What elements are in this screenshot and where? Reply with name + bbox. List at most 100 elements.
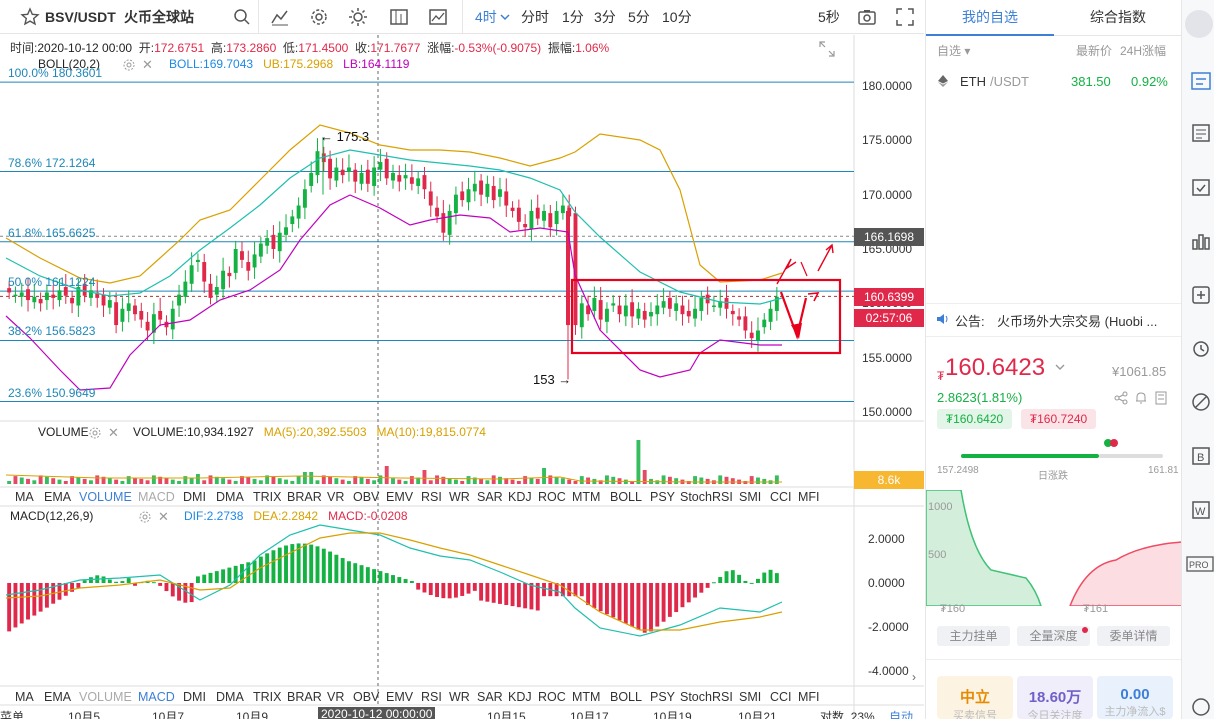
expand-more-icon[interactable] [1190, 696, 1212, 718]
indicator-tab-sar[interactable]: SAR [477, 490, 503, 504]
signal-box[interactable]: 中立 买卖信号 [937, 676, 1013, 719]
indicator-tab-roc[interactable]: ROC [538, 490, 566, 504]
expand-icon[interactable] [818, 40, 836, 58]
indicator-tab-emv[interactable]: EMV [386, 490, 414, 504]
depth-chart[interactable] [926, 490, 1182, 606]
indicator-tab-vr[interactable]: VR [327, 490, 345, 504]
volume-settings-icon[interactable] [88, 426, 102, 440]
inflow-box[interactable]: 0.00 主力净流入$ [1097, 676, 1173, 719]
indicator-tab-boll[interactable]: BOLL [610, 490, 642, 504]
depth-btn-full[interactable]: 全量深度 [1017, 626, 1090, 646]
auto-scale-toggle[interactable]: 自动 [889, 710, 914, 719]
pro-icon[interactable]: PRO [1186, 553, 1214, 575]
indicator-tab-roc[interactable]: ROC [538, 690, 566, 704]
interval-5m[interactable]: 5分 [628, 9, 650, 25]
indicator-tab-stochrsi[interactable]: StochRSI [680, 690, 733, 704]
indicator-tab-mtm[interactable]: MTM [572, 490, 601, 504]
bid-price-pill[interactable]: ₮160.6420 [937, 409, 1012, 429]
layout-icon[interactable] [389, 7, 409, 27]
interval-4h[interactable]: 4时 [475, 9, 497, 25]
indicator-tab-mfi[interactable]: MFI [798, 490, 820, 504]
menu-label-cut[interactable]: 菜单 [0, 710, 25, 719]
indicator-tab-dmi[interactable]: DMI [183, 490, 206, 504]
macd-settings-icon[interactable] [138, 510, 152, 524]
news-icon[interactable] [1190, 122, 1212, 144]
watchlist-row[interactable]: ETH /USDT 381.50 0.92% [926, 66, 1182, 96]
indicator-tab-trix[interactable]: TRIX [253, 690, 282, 704]
compass-icon[interactable] [1190, 391, 1212, 413]
depth-btn-main-orders[interactable]: 主力挂单 [937, 626, 1010, 646]
interval-1m[interactable]: 1分 [562, 9, 584, 25]
theme-icon[interactable] [348, 7, 368, 27]
indicator-tab-dmi[interactable]: DMI [183, 690, 206, 704]
indicator-tab-cci[interactable]: CCI [770, 690, 792, 704]
indicator-tab-macd[interactable]: MACD [138, 690, 175, 704]
indicator-tab-mfi[interactable]: MFI [798, 690, 820, 704]
settings-icon[interactable] [309, 7, 329, 27]
boll-settings-icon[interactable] [122, 58, 136, 72]
chart-type-icon[interactable] [428, 7, 448, 27]
indicator-tab-cci[interactable]: CCI [770, 490, 792, 504]
indicator-tab-obv[interactable]: OBV [353, 690, 380, 704]
refresh-rate[interactable]: 5秒 [818, 9, 840, 25]
interval-timeline[interactable]: 分时 [521, 9, 549, 25]
indicator-icon[interactable] [270, 7, 290, 27]
attention-box[interactable]: 18.60万 今日关注度 [1017, 676, 1093, 719]
indicator-tab-dma[interactable]: DMA [216, 490, 244, 504]
search-icon[interactable] [232, 7, 252, 27]
watchlist-filter[interactable]: 自选 ▾ [937, 44, 971, 58]
indicator-tab-smi[interactable]: SMI [739, 490, 762, 504]
indicator-tab-kdj[interactable]: KDJ [508, 690, 532, 704]
indicator-tab-wr[interactable]: WR [449, 490, 470, 504]
b-icon[interactable]: B [1190, 445, 1212, 467]
ask-price-pill[interactable]: ₮160.7240 [1021, 409, 1096, 429]
indicator-tab-psy[interactable]: PSY [650, 490, 676, 504]
indicator-tab-stochrsi[interactable]: StochRSI [680, 490, 733, 504]
interval-10m[interactable]: 10分 [662, 9, 692, 25]
indicator-tab-smi[interactable]: SMI [739, 690, 762, 704]
indicator-tab-trix[interactable]: TRIX [253, 490, 282, 504]
log-scale-toggle[interactable]: 对数 23% [820, 710, 875, 719]
share-icon[interactable] [1114, 391, 1128, 405]
indicator-tab-emv[interactable]: EMV [386, 690, 414, 704]
chart-bar-icon[interactable] [1190, 230, 1212, 252]
depth-btn-details[interactable]: 委单详情 [1097, 626, 1170, 646]
boll-close-icon[interactable]: ✕ [142, 57, 153, 72]
camera-icon[interactable] [857, 7, 877, 27]
indicator-tab-brar[interactable]: BRAR [287, 490, 322, 504]
indicator-tab-sar[interactable]: SAR [477, 690, 503, 704]
tab-indices[interactable]: 综合指数 [1054, 0, 1182, 36]
col-latest-price[interactable]: 最新价 [1076, 44, 1113, 58]
indicator-tab-volume[interactable]: VOLUME [79, 490, 132, 504]
macd-close-icon[interactable]: ✕ [158, 509, 169, 524]
indicator-tab-rsi[interactable]: RSI [421, 490, 442, 504]
alarm-icon[interactable] [1190, 337, 1212, 359]
indicator-tab-rsi[interactable]: RSI [421, 690, 442, 704]
indicator-tab-ema[interactable]: EMA [44, 490, 72, 504]
indicator-tab-ma[interactable]: MA [15, 690, 34, 704]
indicator-tab-ema[interactable]: EMA [44, 690, 72, 704]
indicator-tab-kdj[interactable]: KDJ [508, 490, 532, 504]
chevron-down-icon[interactable] [498, 10, 512, 24]
indicator-tab-mtm[interactable]: MTM [572, 690, 601, 704]
star-icon[interactable] [20, 7, 40, 27]
tab-watchlist[interactable]: 我的自选 [926, 0, 1054, 36]
w-icon[interactable]: W [1190, 499, 1212, 521]
indicator-tab-boll[interactable]: BOLL [610, 690, 642, 704]
indicator-tab-wr[interactable]: WR [449, 690, 470, 704]
watchlist-icon[interactable] [1190, 70, 1212, 92]
indicator-tab-psy[interactable]: PSY [650, 690, 676, 704]
indicator-tab-vr[interactable]: VR [327, 690, 345, 704]
chevron-down-icon[interactable] [1054, 361, 1066, 373]
fullscreen-icon[interactable] [895, 7, 915, 27]
indicator-tab-dma[interactable]: DMA [216, 690, 244, 704]
indicator-tab-obv[interactable]: OBV [353, 490, 380, 504]
collapse-arrow-icon[interactable]: › [912, 670, 916, 684]
bell-icon[interactable] [1134, 391, 1148, 405]
indicator-tab-ma[interactable]: MA [15, 490, 34, 504]
notice-text[interactable]: 火币场外大宗交易 (Huobi ... [997, 314, 1158, 329]
indicator-tab-brar[interactable]: BRAR [287, 690, 322, 704]
pair-title[interactable]: BSV/USDT [45, 9, 116, 25]
kline-chart[interactable] [0, 35, 924, 719]
col-24h-change[interactable]: 24H涨幅 [1120, 44, 1167, 58]
